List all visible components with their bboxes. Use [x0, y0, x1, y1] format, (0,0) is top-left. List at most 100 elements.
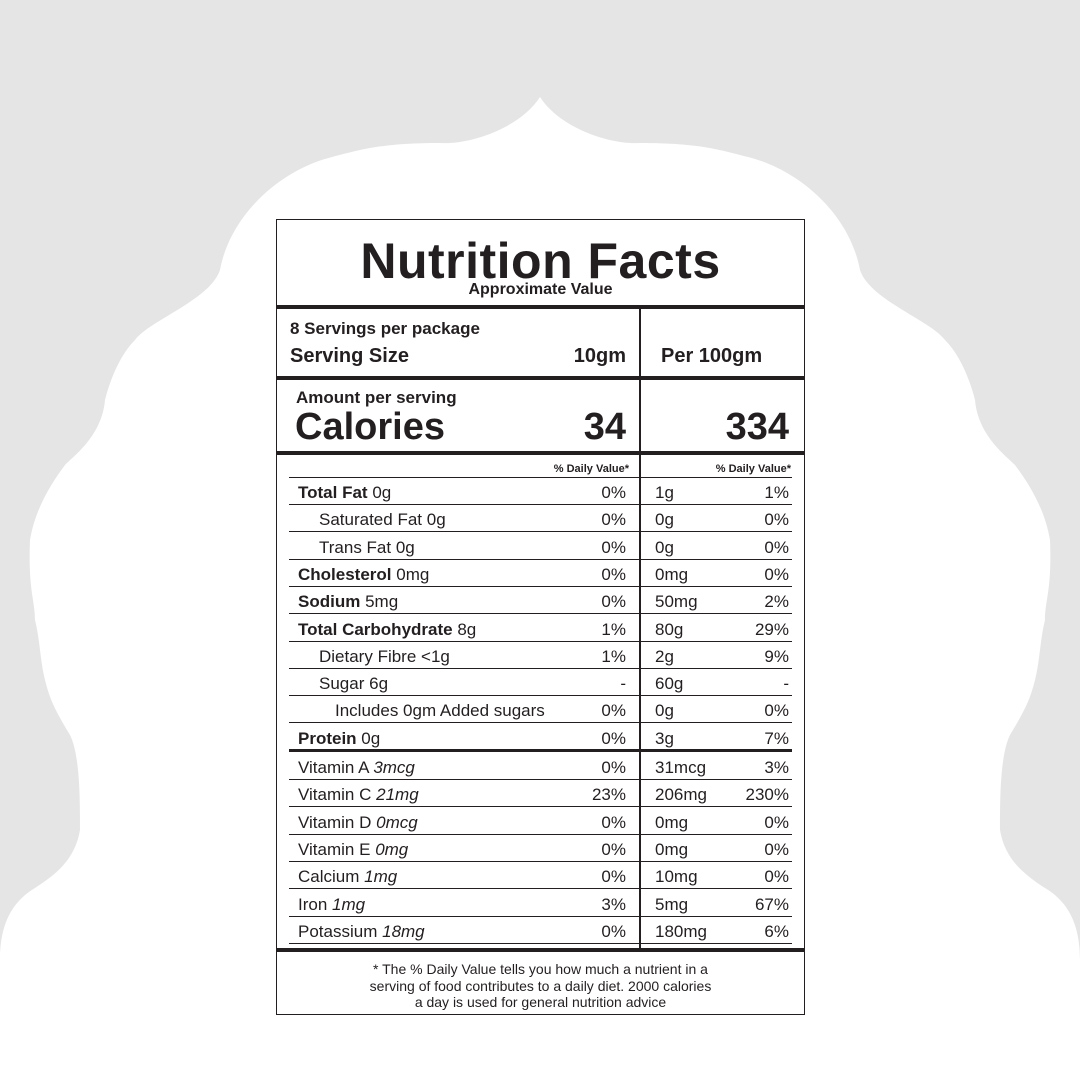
nutrient-name: Potassium — [298, 921, 378, 941]
daily-value-percent-100gm: 230% — [745, 785, 789, 805]
nutrient-name-cell: Cholesterol 0mg — [298, 560, 429, 590]
nutrient-row: Protein 0g 0% 3g 7% — [289, 724, 792, 751]
daily-value-percent: 0% — [601, 510, 626, 530]
calories-per-100gm: 334 — [725, 406, 789, 448]
daily-value-percent: 1% — [601, 646, 626, 666]
footnote-line: * The % Daily Value tells you how much a… — [373, 961, 708, 977]
daily-value-percent-100gm: 0% — [764, 839, 789, 859]
nutrient-amount: 0mcg — [376, 812, 418, 832]
divider-thick — [277, 305, 804, 309]
serving-size-label: Serving Size — [290, 345, 409, 367]
nutrient-amount: 0g — [361, 728, 381, 748]
label-subtitle: Approximate Value — [468, 281, 613, 298]
nutrient-name-cell: Vitamin C 21mg — [298, 780, 419, 810]
daily-value-footnote: * The % Daily Value tells you how much a… — [277, 961, 804, 1011]
daily-value-percent: 23% — [591, 785, 626, 805]
amount-per-100gm: 180mg — [655, 921, 707, 941]
nutrient-amount: 0g — [395, 537, 415, 557]
daily-value-header: % Daily Value* — [553, 463, 629, 475]
nutrient-name: Calcium — [298, 867, 360, 887]
amount-per-100gm: 2g — [655, 646, 674, 666]
nutrient-amount: 8g — [457, 619, 477, 639]
nutrient-row: Saturated Fat 0g 0% 0g 0% — [289, 505, 792, 535]
amount-per-100gm: 3g — [655, 728, 674, 748]
column-separator — [639, 309, 641, 453]
amount-per-100gm: 10mg — [655, 867, 698, 887]
nutrient-name: Vitamin D — [298, 812, 372, 832]
nutrient-amount: 1mg — [364, 867, 398, 887]
daily-value-percent: 0% — [601, 812, 626, 832]
daily-value-percent: 0% — [601, 537, 626, 557]
nutrient-name: Dietary Fibre — [319, 646, 417, 666]
nutrient-amount: 1mg — [332, 894, 366, 914]
daily-value-percent: - — [620, 674, 626, 694]
per-100gm-header: Per 100gm — [661, 345, 763, 367]
nutrient-name: Trans Fat — [319, 537, 392, 557]
daily-value-percent: 0% — [601, 839, 626, 859]
nutrient-name-cell: Vitamin E 0mg — [298, 835, 408, 865]
divider-thick — [277, 451, 804, 455]
daily-value-percent-100gm: - — [783, 674, 789, 694]
nutrient-name-cell: Vitamin A 3mcg — [298, 753, 415, 783]
nutrient-amount: 0g — [426, 510, 446, 530]
nutrient-amount: 18mg — [382, 921, 425, 941]
nutrient-name: Vitamin A — [298, 758, 369, 777]
daily-value-percent-100gm: 6% — [764, 921, 789, 941]
divider-thin — [289, 477, 792, 478]
amount-per-100gm: 31mcg — [655, 758, 707, 777]
nutrient-name-cell: Total Carbohydrate 8g — [298, 615, 476, 645]
nutrient-name-cell: Sodium 5mg — [298, 587, 398, 617]
servings-per-package: 8 Servings per package — [290, 319, 480, 338]
daily-value-percent-100gm: 0% — [764, 510, 789, 530]
daily-value-percent: 0% — [601, 728, 626, 748]
divider-thick — [289, 749, 792, 752]
daily-value-percent: 0% — [601, 592, 626, 612]
calories-per-serving: 34 — [583, 406, 626, 448]
daily-value-percent: 0% — [601, 758, 626, 777]
nutrient-row: Sugar 6g - 60g - — [289, 669, 792, 699]
footnote-line: serving of food contributes to a daily d… — [369, 977, 712, 994]
nutrient-name-cell: Trans Fat 0g — [319, 533, 415, 563]
column-separator — [639, 455, 641, 948]
vitamin-row: Vitamin E 0mg 0% 0mg 0% — [289, 835, 792, 862]
amount-per-100gm: 1g — [655, 483, 674, 502]
daily-value-percent-100gm: 1% — [764, 483, 789, 502]
nutrient-name: Sugar — [319, 674, 365, 694]
nutrient-amount: 21mg — [376, 785, 419, 805]
nutrient-row: Total Carbohydrate 8g 1% 80g 29% — [289, 615, 792, 642]
nutrient-row: Sodium 5mg 0% 50mg 2% — [289, 587, 792, 617]
amount-per-100gm: 0mg — [655, 839, 689, 859]
amount-per-100gm: 0g — [655, 510, 674, 530]
daily-value-percent-100gm: 0% — [764, 564, 789, 584]
nutrient-name: Vitamin E — [298, 839, 371, 859]
amount-per-100gm: 0mg — [655, 564, 689, 584]
nutrient-name-cell: Saturated Fat 0g — [319, 505, 446, 535]
amount-per-100gm: 60g — [655, 674, 684, 694]
daily-value-percent-100gm: 29% — [754, 619, 789, 639]
daily-value-percent: 0% — [601, 701, 626, 721]
amount-per-100gm: 0mg — [655, 812, 689, 832]
nutrient-row: Dietary Fibre <1g 1% 2g 9% — [289, 642, 792, 669]
daily-value-percent-100gm: 0% — [764, 701, 789, 721]
vitamin-row: Potassium 18mg 0% 180mg 6% — [289, 917, 792, 944]
serving-size-value: 10gm — [573, 345, 626, 367]
nutrient-row: Cholesterol 0mg 0% 0mg 0% — [289, 560, 792, 587]
nutrient-name-cell: Sugar 6g — [319, 669, 388, 699]
nutrient-row: Includes 0gm Added sugars 0% 0g 0% — [289, 696, 792, 726]
daily-value-percent: 0% — [601, 564, 626, 584]
nutrient-name: Vitamin C — [298, 785, 372, 805]
daily-value-percent-100gm: 0% — [764, 537, 789, 557]
nutrient-name: Saturated Fat — [319, 510, 423, 530]
vitamin-row: Vitamin A 3mcg 0% 31mcg 3% — [289, 753, 792, 780]
nutrient-amount: 0mg — [396, 564, 430, 584]
nutrient-name-cell: Includes 0gm Added sugars — [335, 696, 545, 726]
nutrient-name-cell: Potassium 18mg — [298, 917, 425, 947]
nutrient-name: Iron — [298, 894, 328, 914]
daily-value-percent-100gm: 7% — [764, 728, 789, 748]
amount-per-100gm: 5mg — [655, 894, 689, 914]
nutrient-name-cell: Vitamin D 0mcg — [298, 808, 418, 838]
nutrient-name: Cholesterol — [298, 564, 392, 584]
nutrient-name-cell: Iron 1mg — [298, 890, 365, 920]
daily-value-percent-100gm: 67% — [754, 894, 789, 914]
amount-per-100gm: 206mg — [655, 785, 707, 805]
